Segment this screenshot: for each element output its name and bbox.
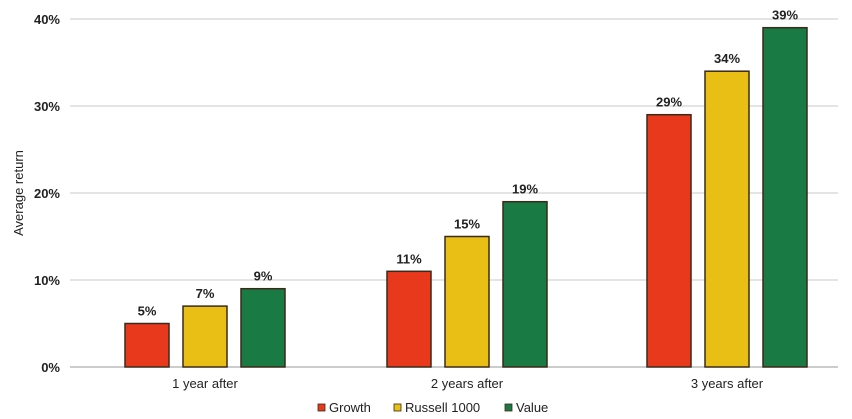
data-labels: 5% 11% 29% 7% 15% 34% 9% 19% 39% [138,8,799,319]
bar-russell-1000 [704,70,750,368]
bar-russell-1000 [182,305,228,368]
legend-label: Growth [329,400,371,415]
y-axis-title: Average return [11,150,26,236]
bar-value-label: 39% [772,8,798,23]
bar-value-label: 19% [512,182,538,197]
y-axis-ticks: 0% 10% 20% 30% 40% [34,12,60,375]
bar-value [240,287,286,368]
y-tick-label: 40% [34,12,60,27]
legend-label: Value [516,400,548,415]
bar-value-label: 34% [714,51,740,66]
bar-value [502,200,548,368]
bar-growth [124,322,170,368]
x-category-label: 3 years after [691,376,764,391]
bar-value-label: 7% [196,286,215,301]
y-tick-label: 0% [41,360,60,375]
bar-value-label: 11% [396,251,422,266]
bar-value-label: 5% [138,304,157,319]
x-axis-categories: 1 year after 2 years after 3 years after [172,376,764,391]
legend-swatch [393,403,402,412]
bar-growth [386,270,432,368]
y-tick-label: 20% [34,186,60,201]
bars [124,26,808,368]
bar-value-label: 15% [454,217,480,232]
legend: Growth Russell 1000 Value [317,400,548,415]
x-category-label: 1 year after [172,376,238,391]
bar-value-label: 29% [656,95,682,110]
bar-growth [646,113,692,368]
legend-label: Russell 1000 [405,400,480,415]
y-tick-label: 30% [34,99,60,114]
y-tick-label: 10% [34,273,60,288]
legend-swatch [504,403,513,412]
x-category-label: 2 years after [431,376,504,391]
bar-russell-1000 [444,235,490,368]
bar-value-label: 9% [254,269,273,284]
bar-value [762,26,808,368]
legend-swatch [317,403,326,412]
